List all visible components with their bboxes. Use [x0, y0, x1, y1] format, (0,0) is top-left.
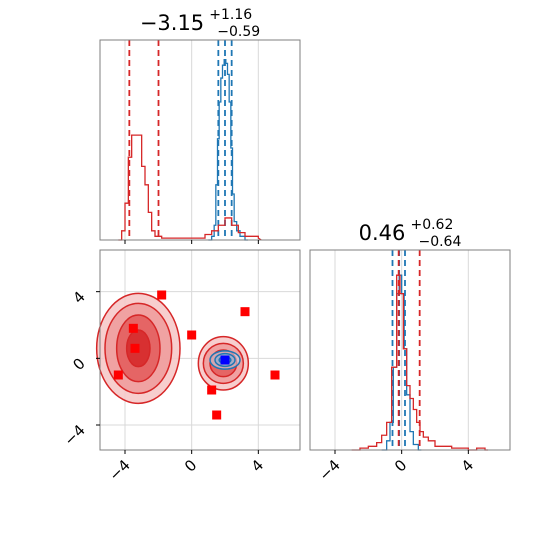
- joint-y-tick-label: −4: [60, 421, 88, 449]
- x-marginal-title-sup: +1.16: [209, 7, 252, 23]
- x-marginal-ticks: [124, 240, 259, 244]
- scatter-point: [220, 355, 230, 365]
- y-marginal-plot: [351, 250, 488, 451]
- y-marginal-x-tick-label: 0: [391, 456, 410, 475]
- y-marginal-x-tick-label: 4: [458, 456, 477, 475]
- x-marginal-title-sub: −0.59: [217, 24, 260, 40]
- scatter-point: [207, 385, 217, 395]
- scatter-point: [128, 323, 138, 333]
- y-marginal-panel: −4 0 4 0.46 +0.62 −0.64: [309, 214, 511, 484]
- joint-x-tick-label: −4: [105, 456, 133, 484]
- joint-plot: [95, 290, 280, 420]
- y-marginal-title-main: 0.46: [359, 221, 406, 245]
- x-marginal-frame: [99, 39, 301, 241]
- scatter-point: [113, 370, 123, 380]
- joint-frame: [99, 249, 301, 451]
- scatter-point: [240, 307, 250, 317]
- histogram-series: [208, 59, 248, 241]
- y-marginal-title-sup: +0.62: [410, 217, 453, 233]
- joint-x-tick-label: 4: [248, 456, 267, 475]
- y-marginal-ticks: −4 0 4: [315, 450, 477, 484]
- x-marginal-plot: [118, 40, 262, 241]
- joint-panel: −4 0 4 −4 0 4: [60, 249, 301, 484]
- x-marginal-title: −3.15 +1.16 −0.59: [140, 4, 260, 40]
- histogram-series: [118, 134, 262, 241]
- histogram-series: [351, 274, 488, 451]
- x-marginal-grid: [124, 40, 259, 240]
- joint-y-tick-label: 0: [69, 354, 88, 373]
- scatter-point: [157, 290, 167, 300]
- y-marginal-title-sub: −0.64: [418, 234, 461, 250]
- y-marginal-frame: [309, 249, 511, 451]
- histogram-series: [381, 274, 422, 451]
- y-marginal-x-tick-label: −4: [315, 456, 343, 484]
- joint-y-tick-label: 4: [69, 288, 88, 307]
- x-marginal-panel: −3.15 +1.16 −0.59: [99, 4, 301, 244]
- scatter-point: [187, 330, 197, 340]
- x-marginal-title-main: −3.15: [140, 11, 204, 35]
- joint-x-tick-label: 0: [181, 456, 200, 475]
- scatter-point: [212, 410, 222, 420]
- y-marginal-title: 0.46 +0.62 −0.64: [359, 214, 462, 250]
- scatter-point: [130, 343, 140, 353]
- scatter-point: [270, 370, 280, 380]
